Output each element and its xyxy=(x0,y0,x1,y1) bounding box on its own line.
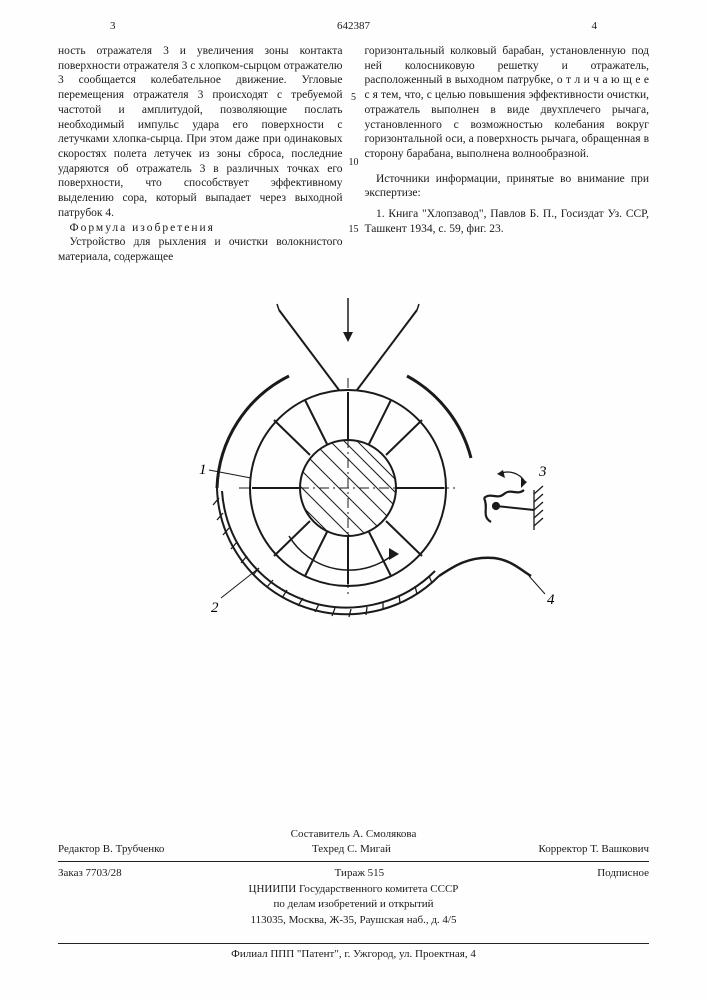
doc-number: 642387 xyxy=(337,20,370,32)
branch-line: Филиал ППП "Патент", г. Ужгород, ул. Про… xyxy=(58,943,649,960)
org-line-1: ЦНИИПИ Государственного комитета СССР xyxy=(58,882,649,897)
org-line-2: по делам изобретений и открытий xyxy=(58,897,649,912)
formula-heading: Формула изобретения xyxy=(58,221,343,236)
subscription: Подписное xyxy=(597,866,649,881)
sources-heading: Источники информации, принятые во вниман… xyxy=(365,172,650,201)
line-number-5: 5 xyxy=(351,92,356,103)
right-column: горизонтальный колковый барабан, установ… xyxy=(365,44,650,265)
tirage: Тираж 515 xyxy=(335,866,385,881)
page-num-left: 3 xyxy=(110,20,116,32)
order-number: Заказ 7703/28 xyxy=(58,866,122,881)
figure-svg: 1 2 3 4 xyxy=(139,298,569,658)
left-paragraph-2: Устройство для рыхления и очистки волокн… xyxy=(58,235,343,264)
order-row: Заказ 7703/28 Тираж 515 Подписное xyxy=(58,866,649,881)
source-1: 1. Книга "Хлопзавод", Павлов Б. П., Госи… xyxy=(365,207,650,236)
page-num-right: 4 xyxy=(592,20,598,32)
figure-label-4: 4 xyxy=(547,592,555,608)
figure-label-3: 3 xyxy=(538,464,547,480)
corrector: Корректор Т. Вашкович xyxy=(539,842,650,857)
imprint-block: Составитель А. Смолякова Редактор В. Тру… xyxy=(58,827,649,928)
line-number-10: 10 xyxy=(349,157,359,168)
editor: Редактор В. Трубченко xyxy=(58,842,164,857)
figure-label-1: 1 xyxy=(199,462,207,478)
line-number-15: 15 xyxy=(349,224,359,235)
editors-row: Редактор В. Трубченко Техред С. Мигай Ко… xyxy=(58,842,649,857)
left-column: ность отражателя 3 и увеличения зоны кон… xyxy=(58,44,343,265)
left-paragraph-1: ность отражателя 3 и увеличения зоны кон… xyxy=(58,44,343,221)
right-paragraph-1: горизонтальный колковый барабан, установ… xyxy=(365,44,650,162)
patent-figure: 1 2 3 4 xyxy=(0,298,707,663)
tech-editor: Техред С. Мигай xyxy=(312,842,391,857)
figure-label-2: 2 xyxy=(211,600,219,616)
org-address: 113035, Москва, Ж-35, Раушская наб., д. … xyxy=(58,913,649,928)
compiler-line: Составитель А. Смолякова xyxy=(58,827,649,842)
